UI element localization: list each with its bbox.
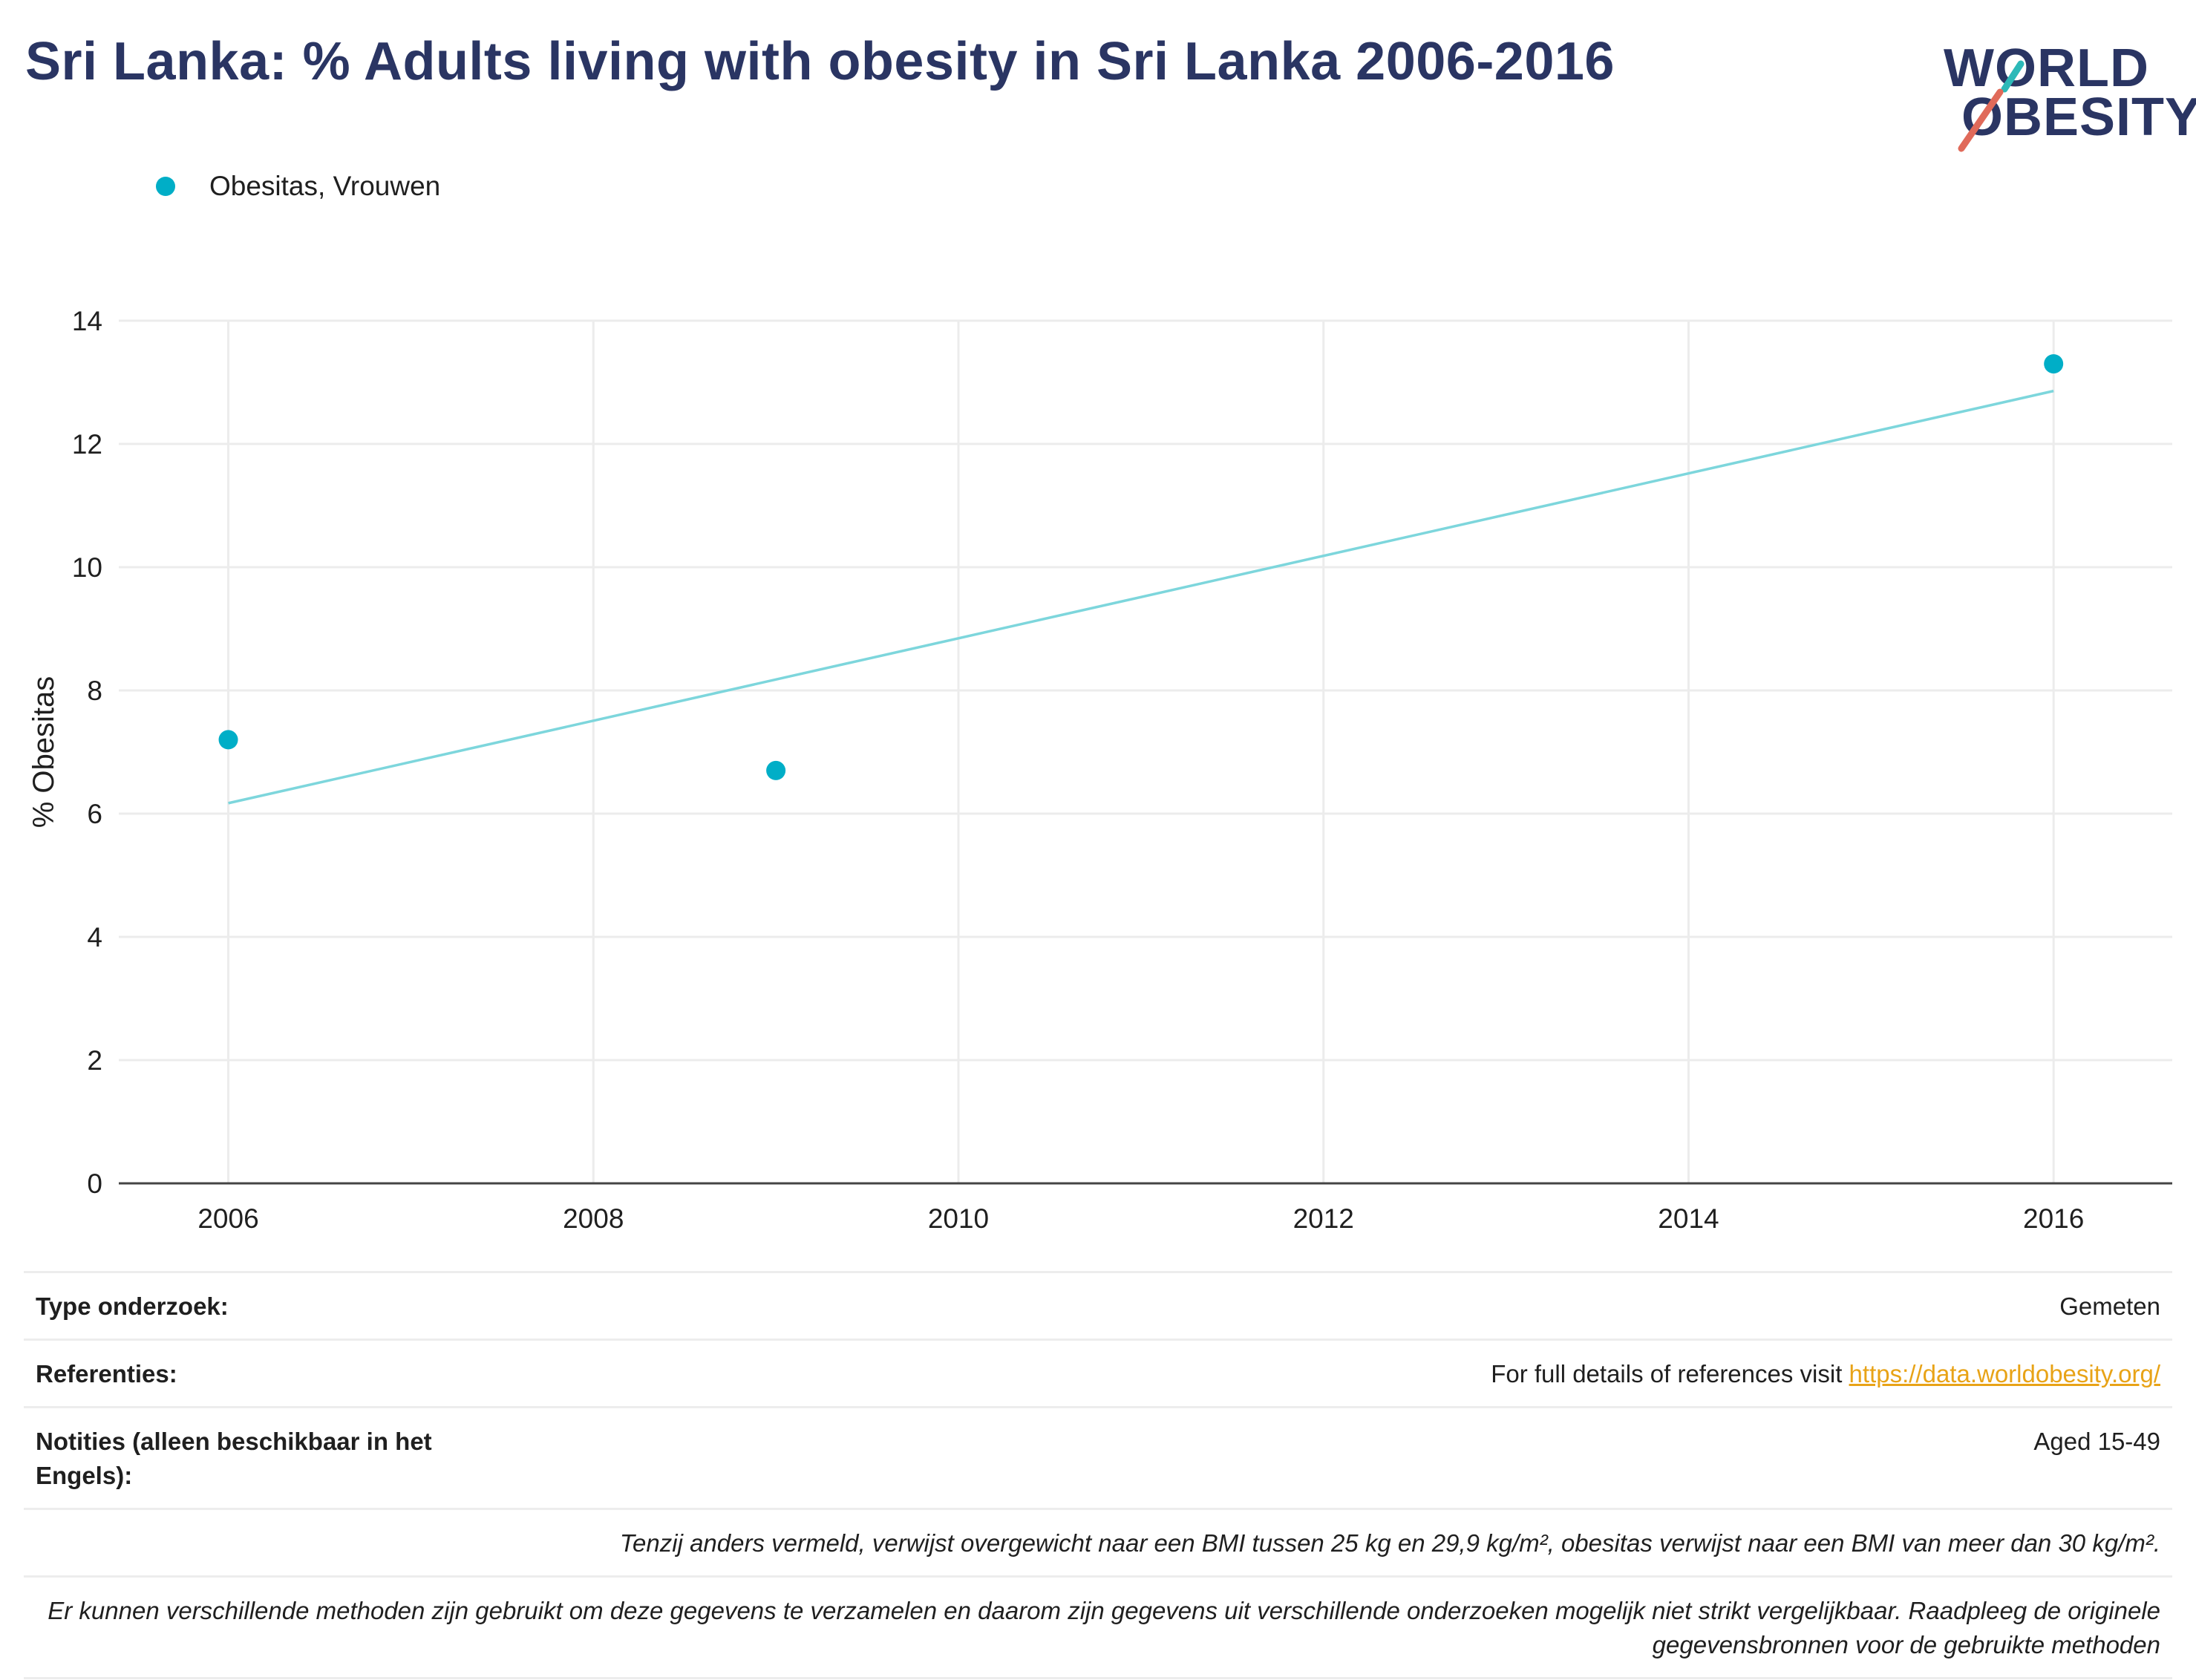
info-row-disclaimer: Er kunnen verschillende methoden zijn ge… (24, 1575, 2172, 1679)
info-row-references: Referenties: For full details of referen… (24, 1339, 2172, 1406)
references-link[interactable]: https://data.worldobesity.org/ (1849, 1360, 2160, 1388)
x-tick-label: 2010 (928, 1203, 989, 1234)
definition-text: Tenzij anders vermeld, verwijst overgewi… (619, 1529, 2160, 1557)
data-point (766, 760, 786, 780)
chart-title: Sri Lanka: % Adults living with obesity … (25, 32, 1615, 91)
y-tick-label: 4 (87, 922, 102, 952)
info-row-type: Type onderzoek: Gemeten (24, 1271, 2172, 1339)
info-table: Type onderzoek: Gemeten Referenties: For… (24, 1271, 2172, 1679)
world-obesity-logo: WORLD OBESITY (1930, 21, 2196, 162)
info-row-definition: Tenzij anders vermeld, verwijst overgewi… (24, 1508, 2172, 1575)
y-axis-title: % Obesitas (27, 676, 60, 828)
x-tick-label: 2016 (2023, 1203, 2084, 1234)
notes-value: Aged 15-49 (2033, 1428, 2160, 1455)
notes-label: Notities (alleen beschikbaar in het Enge… (36, 1428, 432, 1489)
trend-line (228, 389, 2054, 805)
type-value: Gemeten (2059, 1292, 2160, 1320)
references-value: For full details of references visit htt… (1491, 1357, 2160, 1391)
references-label: Referenties: (36, 1360, 177, 1388)
disclaimer-text: Er kunnen verschillende methoden zijn ge… (48, 1597, 2160, 1658)
x-tick-label: 2006 (197, 1203, 258, 1234)
y-tick-label: 14 (72, 306, 102, 336)
info-row-notes: Notities (alleen beschikbaar in het Enge… (24, 1406, 2172, 1508)
legend-marker (156, 177, 175, 196)
logo-word-world: WORLD (1944, 39, 2149, 98)
y-tick-label: 10 (72, 552, 102, 583)
legend-label: Obesitas, Vrouwen (209, 171, 441, 201)
x-tick-label: 2008 (563, 1203, 624, 1234)
y-tick-label: 12 (72, 429, 102, 460)
y-tick-label: 6 (87, 799, 102, 829)
logo-slash-icon (1958, 60, 2025, 152)
x-tick-label: 2012 (1293, 1203, 1354, 1234)
data-point (218, 730, 238, 750)
y-tick-label: 0 (87, 1169, 102, 1199)
logo-word-obesity: OBESITY (1961, 88, 2196, 147)
x-tick-label: 2014 (1658, 1203, 1719, 1234)
y-tick-label: 2 (87, 1045, 102, 1076)
legend[interactable]: Obesitas, Vrouwen (156, 171, 440, 202)
data-point (2044, 354, 2064, 374)
references-prefix: For full details of references visit (1491, 1360, 1849, 1388)
type-label: Type onderzoek: (36, 1292, 229, 1320)
y-tick-label: 8 (87, 676, 102, 706)
scatter-chart: 0 2 4 6 8 10 12 14 2006 2008 2010 2012 2014 2016 % Obe… (27, 306, 2172, 1234)
